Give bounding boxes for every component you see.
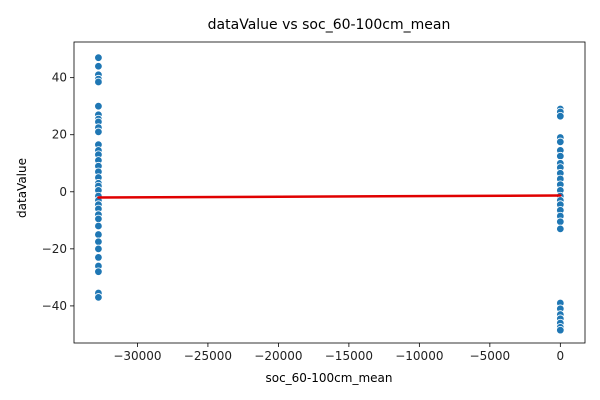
x-tick-label: 0 bbox=[557, 349, 565, 363]
y-tick-label: 0 bbox=[59, 185, 67, 199]
scatter-point bbox=[94, 267, 103, 276]
y-axis-label: dataValue bbox=[15, 158, 29, 218]
plot-area: −30000 −25000 −20000 −15000 −10000 −5000 0 −40 −… bbox=[42, 41, 586, 363]
y-tick-label: −20 bbox=[42, 242, 67, 256]
y-tick-label: 20 bbox=[52, 128, 67, 142]
x-tick-label: −15000 bbox=[325, 349, 373, 363]
scatter-point bbox=[94, 77, 103, 87]
scatter-point bbox=[556, 137, 565, 147]
scatter-point bbox=[94, 53, 103, 62]
scatter-point bbox=[94, 253, 103, 262]
plot-background bbox=[74, 42, 585, 343]
scatter-point bbox=[556, 217, 565, 226]
plot-frame bbox=[73, 41, 586, 344]
scatter-point bbox=[556, 151, 565, 161]
x-tick-label: −10000 bbox=[395, 349, 443, 363]
x-tick-label: −25000 bbox=[184, 349, 232, 363]
scatter-point bbox=[94, 237, 103, 246]
scatter-point bbox=[94, 127, 103, 137]
x-tick-label: −20000 bbox=[254, 349, 302, 363]
scatter-point bbox=[556, 111, 565, 121]
x-axis-label: soc_60-100cm_mean bbox=[265, 371, 392, 385]
x-tick-label: −30000 bbox=[113, 349, 161, 363]
scatter-point bbox=[556, 325, 565, 335]
scatter-series bbox=[94, 53, 565, 335]
x-tick-label: −5000 bbox=[470, 349, 511, 363]
y-tick-label: 40 bbox=[52, 71, 67, 85]
regression-line bbox=[97, 194, 562, 199]
scatter-point bbox=[94, 101, 103, 111]
scatter-point bbox=[556, 224, 565, 234]
chart-title: dataValue vs soc_60-100cm_mean bbox=[208, 17, 451, 33]
scatter-point bbox=[94, 293, 103, 302]
y-tick-label: −40 bbox=[42, 299, 67, 313]
scatter-point bbox=[94, 214, 103, 224]
scatter-point bbox=[94, 244, 103, 254]
scatter-point bbox=[94, 230, 103, 239]
scatter-point bbox=[94, 221, 103, 231]
scatter-point bbox=[94, 62, 103, 71]
